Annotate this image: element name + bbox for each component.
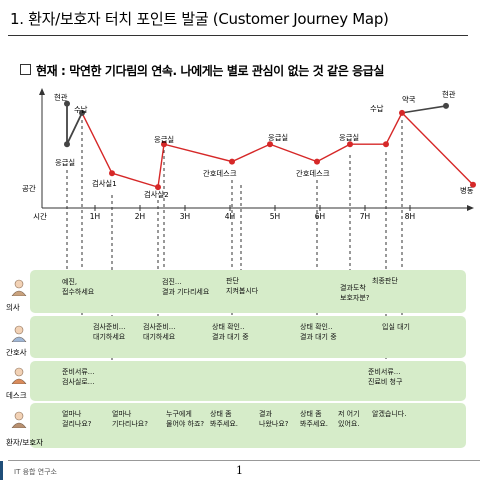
journey-point (229, 158, 235, 165)
touchpoint-text: 준비서류... 진료비 청구 (368, 368, 403, 386)
touchpoint-text: 준비서류... 검사실로... (62, 368, 95, 386)
touchpoint-text: 최종판단 (372, 277, 398, 285)
journey-point (161, 141, 167, 148)
desk-clerk-icon (10, 366, 28, 385)
journey-point-label: 현관 (442, 90, 456, 99)
hour-tick-label: 3H (180, 212, 190, 221)
touchpoint-text: 얼마나 기다리나요? (112, 410, 148, 428)
journey-point (314, 158, 320, 165)
journey-point (399, 109, 405, 116)
touchpoint-text: 검사준비... 대기하세요 (93, 323, 126, 341)
journey-point-label: 검사실1 (92, 179, 117, 188)
journey-point-label: 수납 (370, 104, 384, 113)
section-heading-text: 현재 : 막연한 기다림의 연속. 나에게는 별로 관심이 없는 것 같은 응급… (36, 64, 385, 78)
lane-label: 데스크 (6, 391, 27, 400)
journey-point (155, 184, 161, 191)
doctor-icon (10, 278, 28, 297)
touchpoint-text: 상태 확인.. 결과 대기 중 (300, 323, 337, 341)
y-axis-label: 공간 (22, 183, 36, 193)
journey-axes: 공간 시간 (22, 88, 474, 221)
hour-tick-label: 4H (225, 212, 235, 221)
hour-tick-label: 2H (135, 212, 145, 221)
touchpoint-text: 검진... 결과 기다리세요 (162, 278, 210, 296)
page-number: 1 (236, 464, 243, 477)
touchpoint-text: 결과도착 보호자분? (340, 284, 370, 302)
hour-tick-label: 5H (270, 212, 280, 221)
journey-point-label: 간호데스크 (296, 169, 330, 178)
journey-point (267, 141, 273, 148)
hour-tick-label: 6H (315, 212, 325, 221)
journey-point-label: 현관 (54, 93, 68, 102)
title-divider (8, 35, 468, 36)
journey-point-label: 검사실2 (144, 190, 169, 199)
touchpoint-text: 상태 확인.. 결과 대기 중 (212, 323, 249, 341)
touchpoint-text: 검사준비... 대기하세요 (143, 323, 176, 341)
hour-tick-label: 7H (360, 212, 370, 221)
journey-point (79, 109, 85, 116)
pay-segment (385, 112, 403, 145)
touchpoint-text: 알겠습니다. (372, 410, 407, 418)
journey-point-label: 병동 (460, 186, 474, 195)
y-axis-arrow-icon (39, 88, 45, 95)
journey-point (109, 170, 115, 177)
footer-divider (8, 460, 480, 461)
lane-3 (30, 403, 466, 448)
touchpoint-text: 입실 대기 (382, 323, 410, 331)
footer-org: IT 융합 연구소 (14, 468, 57, 476)
nurse-icon (10, 324, 28, 343)
journey-point-label: 응급실 (339, 133, 359, 142)
touchpoint-text: 상태 좀 봐주세요. (300, 410, 328, 428)
touchpoint-text: 상태 좀 봐주세요. (210, 410, 238, 428)
x-axis-arrow-icon (467, 205, 474, 211)
footer-accent-bar (0, 461, 3, 480)
touchpoint-text: 예진, 접수하세요 (62, 278, 95, 296)
checkbox-bullet-icon (20, 64, 31, 75)
lane-0 (30, 270, 466, 313)
journey-point-label: 약국 (402, 95, 416, 104)
journey-point (443, 102, 449, 109)
hour-ticks: 1H 2H 3H 4H 5H 6H 7H 8H (90, 205, 415, 221)
exit-segment (401, 105, 447, 114)
touchpoint-text: 판단 지켜봅시다 (226, 277, 259, 295)
journey-point-label: 응급실 (55, 158, 75, 167)
page-title: 1. 환자/보호자 터치 포인트 발굴 (Customer Journey Ma… (10, 10, 389, 28)
x-axis-label: 시간 (33, 211, 47, 221)
lane-label: 의사 (6, 303, 20, 312)
admission-segment (401, 112, 474, 186)
touchpoint-text: 얼마나 걸리나요? (62, 410, 92, 428)
journey-point (347, 141, 353, 148)
touchpoint-text: 누구에게 물어야 하죠? (166, 410, 205, 428)
journey-point (383, 141, 389, 148)
lane-label: 간호사 (6, 348, 27, 357)
lane-1 (30, 316, 466, 358)
hour-tick-label: 8H (405, 212, 415, 221)
journey-point (64, 100, 70, 107)
hour-tick-label: 1H (90, 212, 100, 221)
journey-point-label: 응급실 (268, 133, 288, 142)
journey-point-label: 수납 (74, 105, 88, 114)
journey-point-label: 응급실 (154, 135, 174, 144)
journey-point-label: 간호데스크 (203, 169, 237, 178)
touchpoint-text: 저 어기 있어요. (338, 410, 360, 428)
lane-label: 환자/보호자 (6, 438, 44, 447)
section-heading: 현재 : 막연한 기다림의 연속. 나에게는 별로 관심이 없는 것 같은 응급… (20, 62, 384, 79)
touchpoint-text: 결과 나왔나요? (259, 410, 289, 428)
patient-icon (10, 410, 28, 429)
journey-point (64, 141, 70, 148)
lane-2 (30, 361, 466, 401)
journey-point (470, 181, 476, 188)
